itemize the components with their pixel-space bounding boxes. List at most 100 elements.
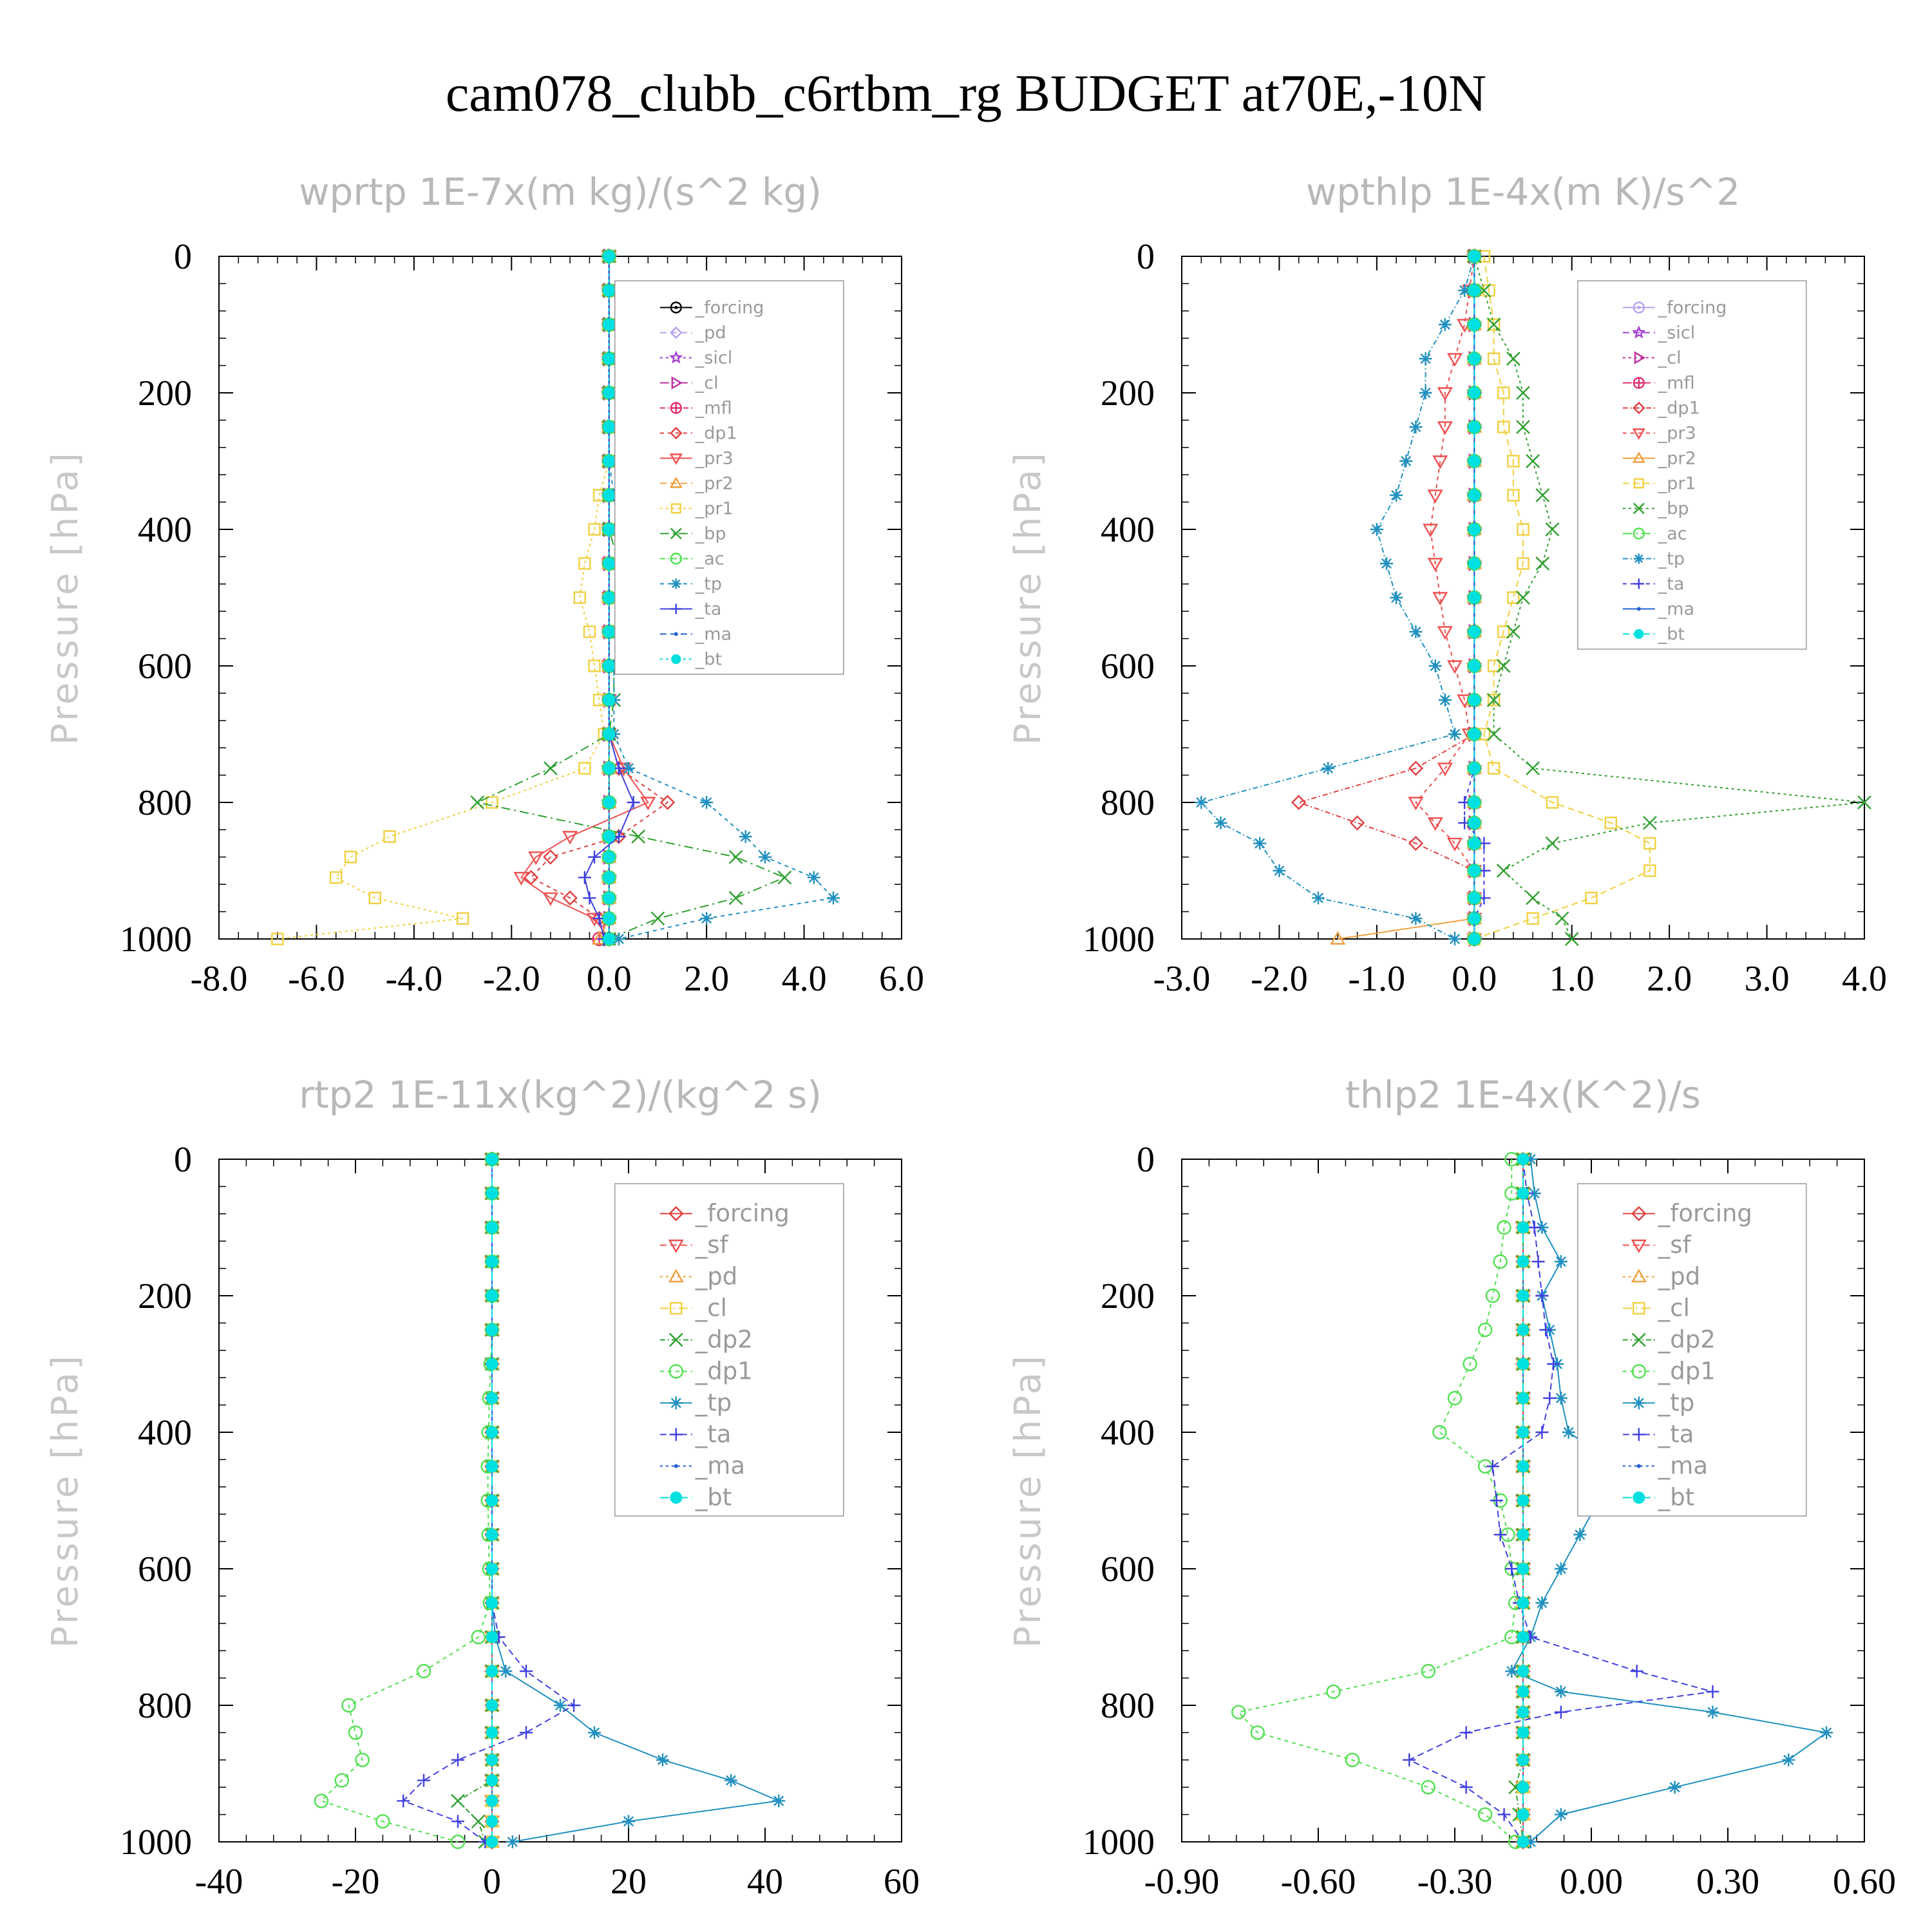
legend-label: _pr1 — [695, 499, 734, 519]
data-point — [1421, 1779, 1435, 1795]
data-point — [1554, 1255, 1567, 1268]
legend-item: _pr2 — [1622, 449, 1696, 469]
legend-label: _bt — [1658, 625, 1685, 645]
data-point — [1543, 1392, 1557, 1405]
legend-label: _cl — [1658, 348, 1681, 368]
legend-label: _forcing — [695, 1200, 790, 1227]
legend-item: _mfl — [659, 399, 732, 419]
data-point — [1408, 761, 1424, 776]
data-point — [528, 851, 544, 866]
y-tick-label: 1000 — [1083, 920, 1155, 960]
data-point — [1408, 797, 1424, 811]
series-bt — [1468, 250, 1481, 945]
legend-label: _pr1 — [1658, 474, 1696, 494]
data-point — [314, 1794, 329, 1808]
legend-label: _ta — [1658, 574, 1685, 594]
data-point — [1437, 421, 1453, 435]
data-point — [1517, 1665, 1530, 1678]
legend-item: _dp2 — [659, 1326, 753, 1354]
y-tick-label: 800 — [138, 1686, 192, 1726]
data-point — [603, 694, 616, 706]
legend-label: _sicl — [695, 348, 732, 368]
data-point — [612, 933, 625, 945]
data-point — [1505, 1665, 1519, 1678]
data-point — [1468, 728, 1481, 741]
data-point — [1409, 625, 1423, 638]
data-point — [348, 1725, 363, 1740]
data-point — [1468, 625, 1481, 638]
data-point — [544, 761, 558, 775]
data-point — [1493, 1254, 1508, 1269]
legend-item: _sicl — [659, 348, 732, 368]
data-point — [1517, 1153, 1530, 1166]
legend-label: _ac — [695, 549, 724, 569]
data-point — [578, 762, 591, 775]
data-point — [1517, 1706, 1530, 1719]
data-point — [578, 557, 591, 570]
data-point — [603, 891, 616, 904]
data-point — [650, 911, 665, 926]
data-point — [486, 1358, 498, 1370]
data-point — [1517, 557, 1530, 570]
data-point — [1585, 891, 1598, 905]
x-tick-label: 0 — [483, 1862, 501, 1902]
data-point — [1526, 912, 1539, 925]
legend-marker — [1632, 1428, 1645, 1441]
data-point — [1468, 284, 1481, 297]
legend-item: _dp1 — [659, 424, 737, 444]
legend-box — [614, 1183, 844, 1517]
data-point — [486, 1323, 498, 1336]
data-point — [1507, 489, 1520, 502]
data-point — [1573, 1528, 1587, 1541]
legend-marker — [669, 477, 683, 488]
data-point — [1820, 1726, 1833, 1739]
data-point — [1448, 728, 1461, 741]
x-tick-label: -6.0 — [288, 959, 345, 999]
data-point — [1517, 1494, 1530, 1507]
data-point — [1399, 455, 1413, 468]
data-point — [1545, 836, 1560, 851]
data-point — [1250, 1725, 1265, 1740]
legend-item: _bt — [1622, 1484, 1694, 1511]
data-point — [1458, 284, 1472, 297]
data-point — [1409, 912, 1423, 925]
chart-panel-1: wprtp 1E-7x(m kg)/(s^2 kg) Pressure [hPa]… — [44, 170, 924, 999]
data-point — [603, 762, 616, 775]
data-point — [724, 1774, 737, 1787]
data-point — [1535, 1596, 1549, 1609]
legend-marker — [1631, 1239, 1647, 1253]
legend-marker — [670, 1492, 683, 1504]
data-point — [499, 1665, 513, 1678]
legend-item: _mfl — [1622, 374, 1695, 393]
data-point — [1857, 795, 1871, 810]
legend-label: _cl — [695, 374, 719, 393]
x-tick-label: 4.0 — [1842, 959, 1887, 999]
legend-item: _pr3 — [659, 449, 734, 469]
data-point — [470, 795, 485, 810]
x-tick-label: -4.0 — [386, 959, 443, 999]
data-point — [1497, 1808, 1511, 1821]
data-point — [1493, 1528, 1507, 1541]
data-point — [1643, 837, 1656, 850]
data-point — [1468, 386, 1481, 399]
data-point — [1554, 1705, 1567, 1719]
legend-label: _dp2 — [695, 1326, 753, 1354]
legend-marker — [674, 632, 678, 636]
data-point — [1630, 1665, 1643, 1678]
y-tick-label: 600 — [1101, 647, 1155, 687]
data-point — [1604, 817, 1617, 829]
x-tick-label: -0.60 — [1281, 1862, 1356, 1902]
data-point — [1459, 1781, 1473, 1794]
legend-marker — [669, 350, 683, 364]
data-point — [1535, 556, 1550, 571]
legend-label: _dp1 — [695, 1358, 753, 1385]
data-point — [471, 1629, 486, 1645]
data-point — [486, 1221, 498, 1234]
data-point — [383, 830, 396, 843]
legend-label: _pd — [1658, 1263, 1700, 1291]
legend-item: _pd — [659, 323, 726, 343]
legend-item: _bt — [659, 650, 722, 670]
series-line — [1473, 256, 1651, 940]
legend-marker — [670, 603, 681, 614]
data-point — [603, 871, 616, 884]
